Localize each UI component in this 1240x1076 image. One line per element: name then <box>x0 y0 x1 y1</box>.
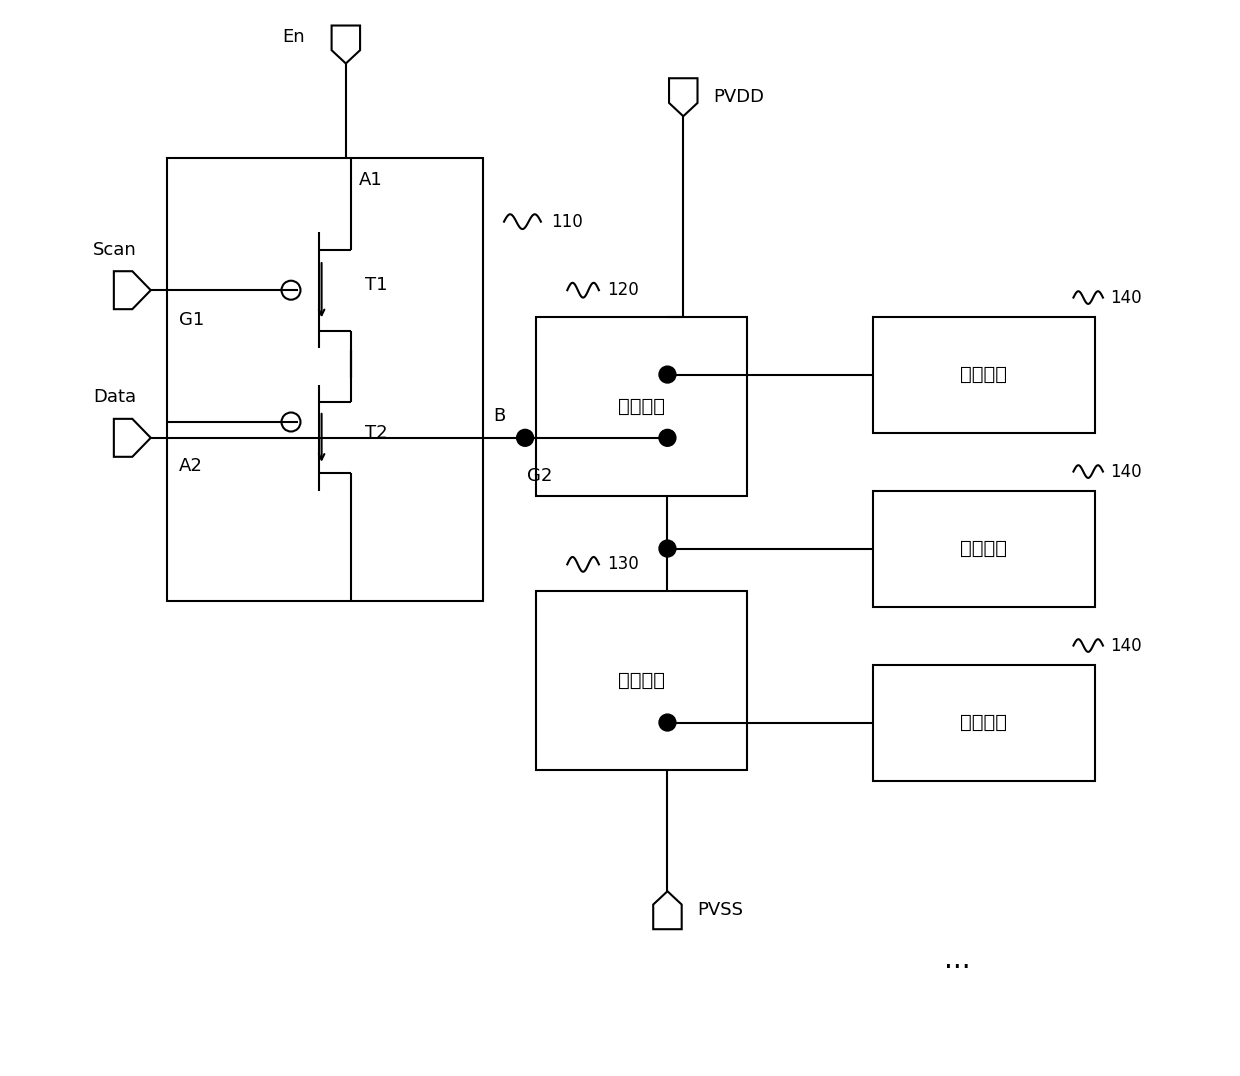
Circle shape <box>658 366 676 383</box>
Text: A1: A1 <box>358 171 382 189</box>
Text: 140: 140 <box>1110 637 1142 654</box>
Bar <box>166 158 482 601</box>
Bar <box>873 665 1095 780</box>
Polygon shape <box>114 271 151 309</box>
Text: T2: T2 <box>365 424 387 441</box>
Text: 110: 110 <box>552 213 583 230</box>
Polygon shape <box>670 79 698 116</box>
Bar <box>873 316 1095 433</box>
Bar <box>873 491 1095 607</box>
Text: 锁存模块: 锁存模块 <box>960 539 1007 558</box>
Text: PVSS: PVSS <box>698 902 744 919</box>
Text: Data: Data <box>93 388 136 407</box>
Text: B: B <box>494 407 506 425</box>
Circle shape <box>658 540 676 557</box>
Polygon shape <box>331 26 360 63</box>
Circle shape <box>658 714 676 731</box>
Text: 140: 140 <box>1110 288 1142 307</box>
Text: 140: 140 <box>1110 463 1142 481</box>
Polygon shape <box>114 419 151 457</box>
Polygon shape <box>653 891 682 930</box>
Text: 锁存模块: 锁存模块 <box>960 365 1007 384</box>
Bar <box>536 591 746 770</box>
Text: Scan: Scan <box>93 241 136 258</box>
Text: En: En <box>283 28 305 46</box>
Circle shape <box>658 429 676 447</box>
Text: A2: A2 <box>180 457 203 475</box>
Text: ...: ... <box>944 946 971 974</box>
Circle shape <box>517 429 533 447</box>
Text: PVDD: PVDD <box>713 88 764 107</box>
Text: 120: 120 <box>608 281 639 299</box>
Bar <box>536 316 746 496</box>
Text: G2: G2 <box>527 467 553 485</box>
Text: 锁存模块: 锁存模块 <box>960 713 1007 732</box>
Text: G1: G1 <box>180 311 205 329</box>
Text: 驱动模块: 驱动模块 <box>618 397 665 415</box>
Text: T1: T1 <box>365 275 387 294</box>
Text: 发光模块: 发光模块 <box>618 670 665 690</box>
Text: 130: 130 <box>608 555 639 574</box>
